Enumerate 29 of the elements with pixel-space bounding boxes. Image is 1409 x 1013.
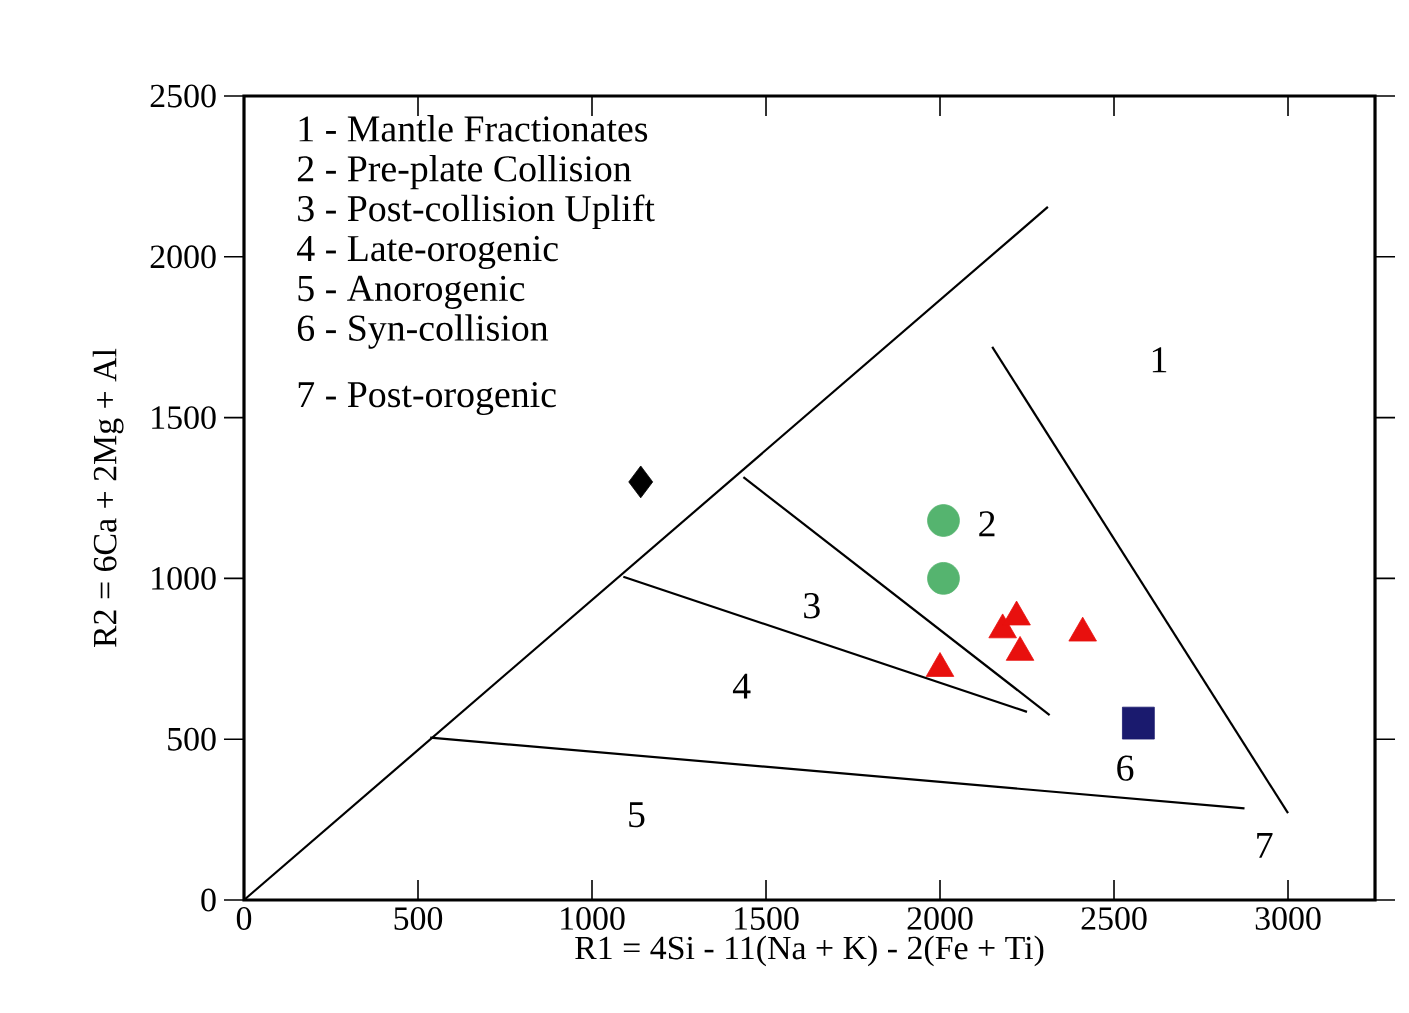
x-tick-label: 500 — [394, 907, 443, 930]
y-tick-label: 1000 — [152, 566, 216, 590]
annotation: 4 - Late-orogenic — [297, 235, 558, 270]
y-tick-label: 500 — [168, 727, 216, 751]
annotation: 2 — [979, 511, 995, 537]
annotation: 5 - Anorogenic — [298, 275, 525, 309]
y-tick-label: 2000 — [150, 245, 216, 269]
annotation: 7 — [1257, 832, 1273, 858]
annotation: 4 — [732, 673, 751, 699]
annotation: 7 - Post-orogenic — [298, 381, 556, 416]
x-axis-title: R1 = 4Si - 11(Na + K) - 2(Fe + Ti) — [575, 935, 1044, 967]
y-tick-label: 1500 — [152, 406, 216, 430]
annotation: 1 — [1152, 347, 1167, 373]
y-axis-title: R2 = 6Ca + 2Mg + Al — [92, 348, 124, 648]
x-tick-label: 2000 — [907, 907, 973, 930]
annotation: 3 — [804, 593, 820, 619]
annotation: 6 — [1117, 755, 1134, 781]
y-tick-label: 0 — [201, 888, 216, 912]
annotation: 3 - Post-collision Uplift — [298, 194, 655, 230]
y-tick-label: 2500 — [150, 84, 216, 108]
annotation: 1 - Mantle Fractionates — [299, 115, 648, 142]
annotation: 2 - Pre-plate Collision — [297, 154, 632, 190]
annotation: 5 — [629, 802, 645, 828]
x-tick-label: 2500 — [1081, 907, 1147, 930]
x-tick-label: 1500 — [735, 907, 799, 930]
x-tick-label: 3000 — [1255, 907, 1321, 930]
annotation: 6 - Syn-collision — [297, 314, 549, 349]
x-tick-label: 1000 — [561, 907, 625, 930]
x-tick-label: 0 — [236, 907, 252, 930]
